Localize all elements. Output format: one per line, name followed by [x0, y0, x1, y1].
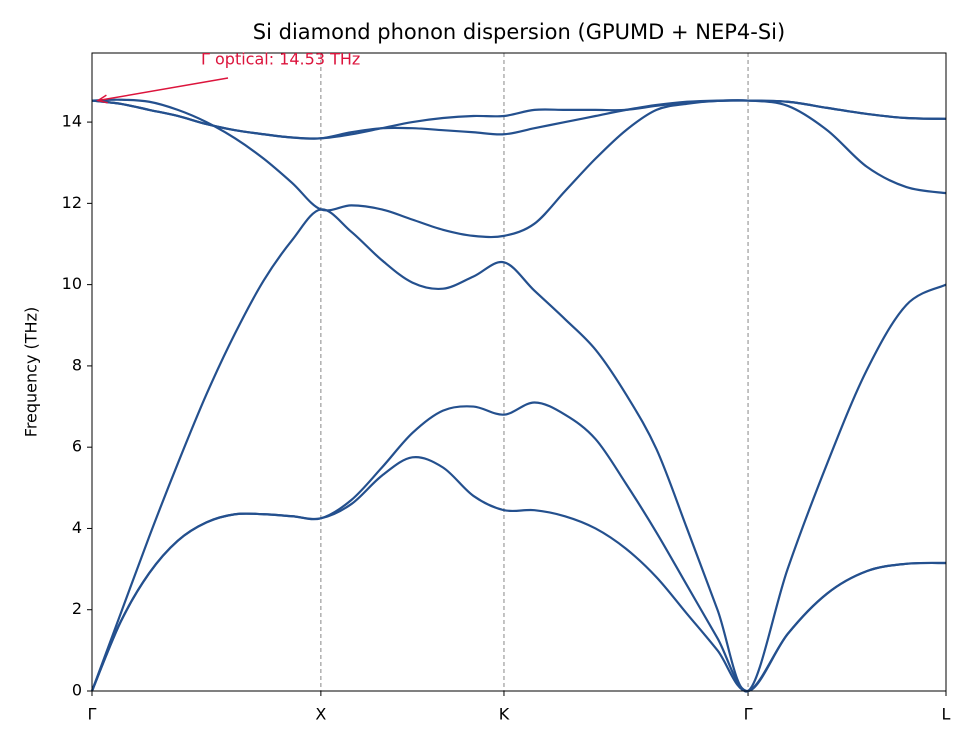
y-tick-label: 12	[62, 193, 82, 212]
x-tick-label: Γ	[744, 705, 753, 724]
y-tick-label: 4	[72, 518, 82, 537]
x-tick-label: Γ	[88, 705, 97, 724]
y-tick-label: 8	[72, 355, 82, 374]
annotation-arrowhead	[96, 94, 108, 104]
series-line	[90, 456, 947, 693]
x-tick-label: X	[315, 705, 326, 724]
y-tick-label: 0	[72, 681, 82, 700]
series-line	[90, 208, 947, 693]
series-line	[90, 401, 947, 693]
y-tick-label: 6	[72, 437, 82, 456]
x-tick-label: K	[499, 705, 510, 724]
y-tick-label: 14	[62, 112, 82, 131]
annotation-arrow	[97, 77, 229, 102]
x-tick-label: L	[942, 705, 951, 724]
y-tick-label: 2	[72, 599, 82, 618]
series-line	[91, 99, 947, 140]
series-line	[91, 98, 947, 239]
y-tick-label: 10	[62, 274, 82, 293]
annotation-text: Γ optical: 14.53 THz	[201, 50, 360, 69]
y-axis-label: Frequency (THz)	[22, 307, 41, 437]
chart-title: Si diamond phonon dispersion (GPUMD + NE…	[253, 20, 785, 44]
plot-frame	[91, 52, 947, 692]
